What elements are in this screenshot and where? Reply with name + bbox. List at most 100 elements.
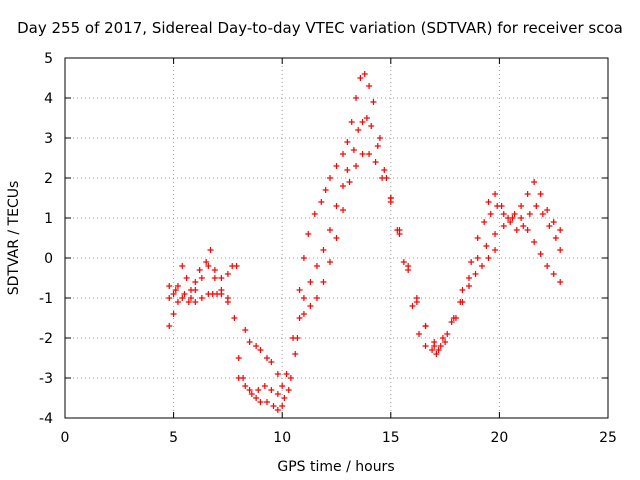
data-point [326,259,333,265]
data-point [557,279,564,285]
data-point [344,139,351,145]
data-point [372,159,379,165]
data-point [340,207,347,213]
data-point [435,347,442,353]
data-point [498,203,505,209]
y-tick-label: 2 [44,171,53,187]
data-point [192,279,199,285]
data-point [274,407,281,413]
data-point [320,247,327,253]
data-point [357,75,364,81]
data-points [166,71,564,413]
data-point [285,387,292,393]
data-point [218,275,225,281]
data-point [196,267,203,273]
data-point [442,339,449,345]
data-point [292,351,299,357]
data-point [192,287,199,293]
data-point [413,295,420,301]
data-point [520,223,527,229]
data-point [465,275,472,281]
data-point [374,143,381,149]
data-point [270,403,277,409]
data-point [198,275,205,281]
data-point [296,287,303,293]
data-point [170,291,177,297]
data-point [172,287,179,293]
data-point [363,115,370,121]
data-point [340,151,347,157]
data-point [359,119,366,125]
tick-labels: 0 5 10 15 20 25 -4 -3 -2 -1 0 1 2 3 4 5 [39,51,617,446]
data-point [333,203,340,209]
data-point [320,279,327,285]
data-point [261,383,268,389]
data-point [400,259,407,265]
data-point [366,83,373,89]
y-tick-label: -2 [39,331,53,347]
series-track-2 [166,247,240,297]
data-point [235,375,242,381]
data-point [255,387,262,393]
data-point [318,199,325,205]
data-point [170,311,177,317]
data-point [211,275,218,281]
data-point [483,243,490,249]
data-point [524,191,531,197]
data-point [366,151,373,157]
data-point [557,247,564,253]
data-point [268,387,275,393]
data-point [246,387,253,393]
data-point [533,203,540,209]
data-point [544,263,551,269]
y-tick-label: -1 [39,291,53,307]
data-point [448,319,455,325]
data-point [205,263,212,269]
data-point [166,283,173,289]
data-point [192,299,199,305]
data-point [539,211,546,217]
data-point [457,299,464,305]
data-point [416,331,423,337]
data-point [246,339,253,345]
data-point [444,331,451,337]
data-point [465,283,472,289]
data-point [474,235,481,241]
data-point [185,299,192,305]
data-point [224,271,231,277]
y-axis-label: SDTVAR / TECUs [6,181,22,296]
data-point [179,263,186,269]
y-tick-label: -4 [39,411,53,427]
data-point [474,255,481,261]
data-point [187,295,194,301]
data-point [174,283,181,289]
x-axis-label: GPS time / hours [277,459,394,475]
data-point [531,239,538,245]
data-point [370,99,377,105]
data-point [429,347,436,353]
data-point [500,211,507,217]
series-track-5 [235,115,564,413]
grid [65,58,608,418]
data-point [242,383,249,389]
data-point [346,179,353,185]
data-point [179,295,186,301]
data-point [368,123,375,129]
y-tick-label: 0 [44,251,53,267]
data-point [387,195,394,201]
data-point [333,235,340,241]
data-point [505,215,512,221]
data-point [439,335,446,341]
data-point [300,255,307,261]
data-point [437,343,444,349]
x-tick-label: 20 [490,430,508,446]
y-tick-label: 3 [44,131,53,147]
data-point [537,191,544,197]
data-point [379,175,386,181]
data-point [492,191,499,197]
data-point [242,327,249,333]
data-point [431,339,438,345]
data-point [253,343,260,349]
y-tick-label: 5 [44,51,53,67]
